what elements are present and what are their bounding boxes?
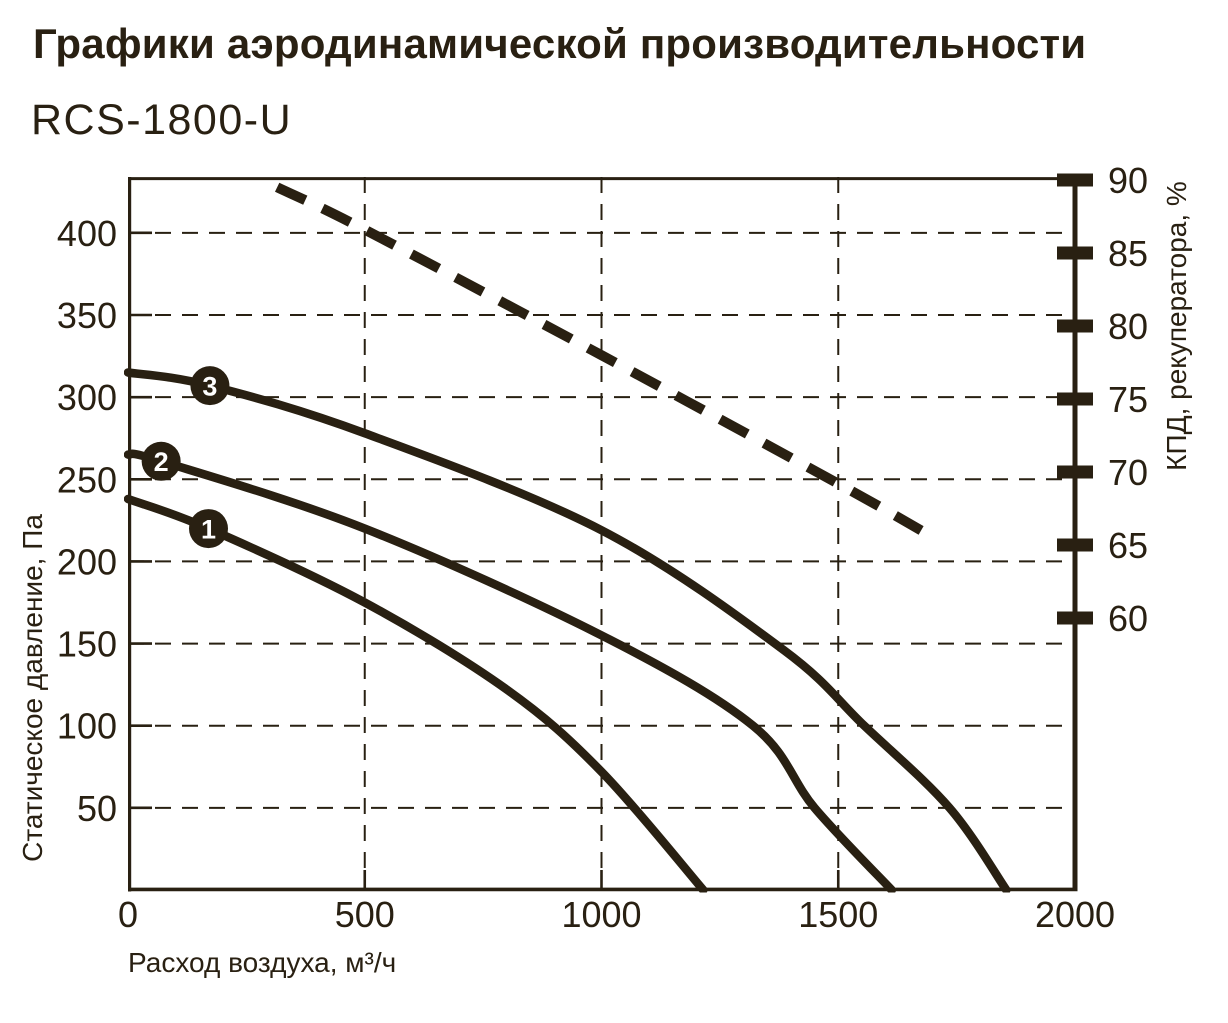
- marker-fan-speed-2: 2: [141, 441, 181, 481]
- x-axis-tick-label: 1000: [561, 894, 641, 935]
- right-axis-tick-label: 80: [1108, 306, 1148, 347]
- marker-number-1: 1: [201, 515, 216, 545]
- right-axis-tick-label: 75: [1108, 379, 1148, 420]
- y-axis-tick-label: 250: [57, 459, 117, 500]
- marker-layer: 1 2 3: [141, 366, 230, 549]
- tick-layer: [128, 173, 1093, 890]
- y-axis-tick-label: 300: [57, 377, 117, 418]
- model-subtitle: RCS-1800-U: [31, 96, 293, 144]
- right-axis-tick-label: 65: [1108, 525, 1148, 566]
- marker-circle-2: [141, 441, 181, 481]
- y-axis-tick-label: 200: [57, 541, 117, 582]
- curve-fan-speed-1: [124, 494, 708, 893]
- right-axis-tick-label: 60: [1108, 598, 1148, 639]
- marker-circle-3: [190, 366, 230, 406]
- x-axis-tick-label: 0: [118, 894, 138, 935]
- curve-recuperator-efficiency: [274, 182, 924, 535]
- right-axis-tick-label: 70: [1108, 452, 1148, 493]
- marker-number-3: 3: [202, 372, 217, 402]
- right-axis-tick: [1057, 319, 1093, 333]
- y-axis-tick-label: 400: [57, 213, 117, 254]
- x-axis-tick-label: 1500: [798, 894, 878, 935]
- right-axis-tick: [1057, 173, 1093, 187]
- curve-fan-speed-2: [124, 449, 897, 893]
- y-axis-tick-label: 100: [57, 706, 117, 747]
- right-axis-tick: [1057, 246, 1093, 260]
- curve-fan-speed-3: [124, 368, 1011, 893]
- y-axis-tick-label: 350: [57, 295, 117, 336]
- marker-fan-speed-1: 1: [188, 509, 228, 549]
- right-axis-tick: [1057, 392, 1093, 406]
- right-axis-tick-label: 90: [1108, 160, 1148, 201]
- right-axis-tick-label: 85: [1108, 233, 1148, 274]
- y-axis-tick-label: 150: [57, 624, 117, 665]
- y-axis-right-title: КПД, рекуператора, %: [1161, 181, 1192, 471]
- curve-layer: [124, 182, 1011, 893]
- x-axis-tick-label: 2000: [1035, 894, 1115, 935]
- marker-fan-speed-3: 3: [190, 366, 230, 406]
- marker-circle-1: [188, 509, 228, 549]
- right-axis-tick: [1057, 538, 1093, 552]
- label-layer: 50 100 150 200 250 300 350 400 0 500 1000 1500 2000 6…: [57, 160, 1148, 935]
- marker-number-2: 2: [154, 447, 169, 477]
- y-axis-left-title: Статическое давление, Па: [17, 514, 48, 862]
- y-axis-tick-label: 50: [77, 788, 117, 829]
- page-title: Графики аэродинамической производительно…: [33, 20, 1087, 67]
- right-axis-tick: [1057, 611, 1093, 625]
- x-axis-title: Расход воздуха, м³/ч: [128, 947, 396, 978]
- x-axis-tick-label: 500: [335, 894, 395, 935]
- right-axis-tick: [1057, 465, 1093, 479]
